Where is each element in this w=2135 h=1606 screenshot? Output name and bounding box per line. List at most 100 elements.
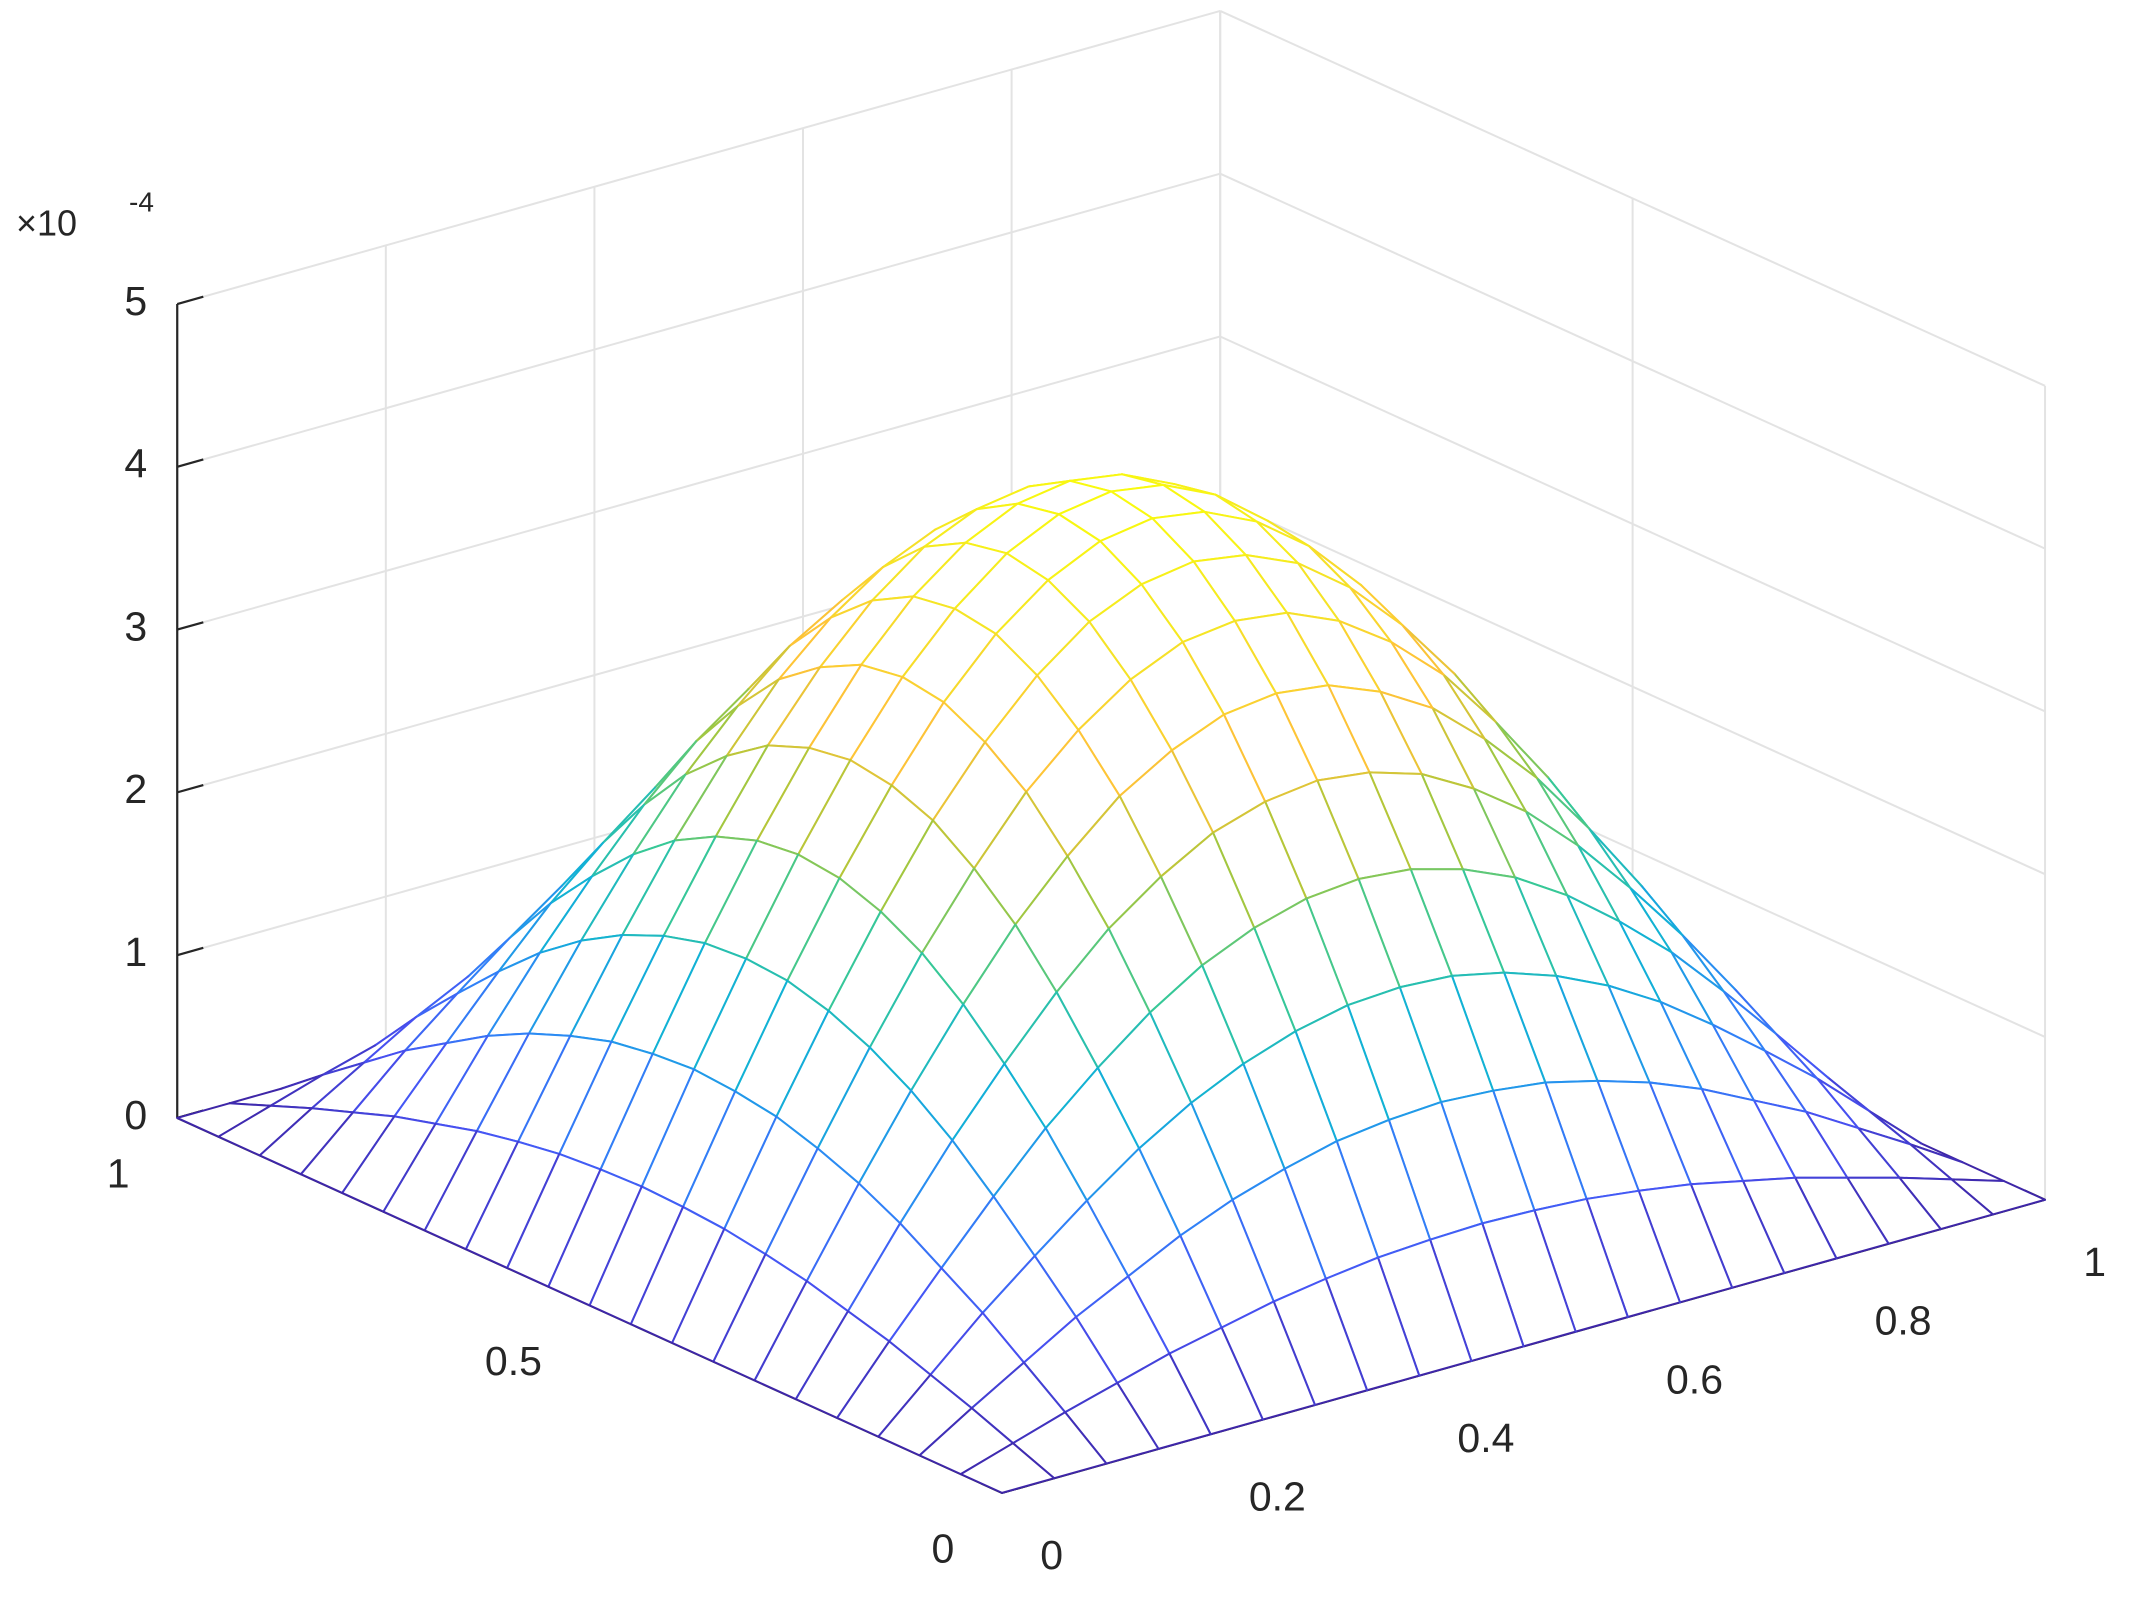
mesh-edge <box>951 1139 995 1198</box>
mesh-face <box>1097 1012 1192 1149</box>
mesh-edge <box>258 1154 302 1176</box>
mesh-edge <box>712 1360 756 1382</box>
mesh-face <box>641 1069 736 1207</box>
mesh-edge <box>857 1089 913 1185</box>
mesh-edge <box>1107 927 1151 1014</box>
grid-line <box>1219 9 2046 387</box>
mesh-face <box>1182 620 1277 715</box>
x-tick-label: 0.6 <box>1666 1356 1723 1402</box>
mesh-edge <box>1752 1099 1797 1179</box>
mesh-edge <box>1283 1140 1338 1170</box>
mesh-face <box>424 1131 519 1250</box>
mesh-edge <box>984 741 1028 793</box>
mesh-edge <box>434 1122 478 1133</box>
mesh-face <box>394 1035 488 1124</box>
mesh-edge <box>877 1435 921 1457</box>
y-tick-label: 0 <box>932 1525 955 1571</box>
mesh-face <box>1388 1102 1483 1240</box>
mesh-edge <box>1742 1176 1797 1183</box>
mesh-edge <box>1618 920 1673 954</box>
mesh-edge <box>508 885 563 940</box>
z-tick-label: 3 <box>124 603 147 649</box>
mesh-edge <box>1420 772 1464 871</box>
mesh-edge <box>899 1139 954 1225</box>
mesh-edge <box>959 1442 1014 1476</box>
mesh-edge <box>805 1182 860 1283</box>
grid-line <box>1219 172 2046 550</box>
mesh-edge <box>1774 1032 1829 1079</box>
mesh-edge <box>1294 1004 1349 1033</box>
mesh-edge <box>1140 583 1184 644</box>
mesh-edge <box>1626 1301 1681 1318</box>
mesh-edge <box>1151 517 1195 563</box>
mesh-edge <box>640 1068 695 1188</box>
mesh-edge <box>1233 619 1278 695</box>
mesh-face <box>1152 511 1246 562</box>
mesh-edge <box>1057 513 1102 543</box>
mesh-edge <box>1805 1110 1860 1130</box>
mesh-edge <box>1220 1300 1275 1329</box>
mesh-edge <box>475 1130 520 1143</box>
mesh-edge <box>1110 483 1165 493</box>
mesh-edge <box>1939 1213 1994 1231</box>
mesh-edge <box>794 1310 850 1401</box>
mesh-edge <box>918 1407 973 1457</box>
mesh-edge <box>829 599 874 619</box>
mesh-edge <box>1242 1062 1286 1170</box>
mesh-edge <box>1826 1076 1871 1112</box>
mesh-face <box>663 836 757 944</box>
mesh-face <box>1482 1210 1576 1347</box>
mesh-edge <box>959 1473 1004 1494</box>
mesh-edge <box>910 1089 954 1142</box>
mesh-edge <box>1585 1189 1640 1200</box>
mesh-edge <box>1494 720 1549 779</box>
mesh-edge <box>1220 1326 1264 1421</box>
mesh-face <box>1111 484 1205 519</box>
z-tick-label: 1 <box>124 929 147 975</box>
mesh-face <box>1086 1148 1181 1277</box>
mesh-face <box>974 791 1068 925</box>
mesh-face <box>218 1105 312 1156</box>
mesh-edge <box>1574 1315 1629 1333</box>
mesh-edge <box>1670 951 1725 993</box>
mesh-face <box>952 1063 1046 1197</box>
mesh-edge <box>1368 771 1423 775</box>
mesh-edge <box>1678 1286 1734 1304</box>
mesh-face <box>1712 1024 1807 1112</box>
mesh-edge <box>1587 827 1632 889</box>
mesh-edge <box>777 616 832 681</box>
mesh-edge <box>1409 868 1453 977</box>
mesh-face <box>924 503 1018 547</box>
mesh-edge <box>1151 510 1206 520</box>
mesh-face <box>1630 887 1724 992</box>
mesh-edge <box>341 1191 385 1213</box>
mesh-face <box>754 1281 849 1400</box>
mesh-edge <box>755 746 811 842</box>
mesh-edge <box>643 740 698 806</box>
mesh-edge <box>1129 678 1173 752</box>
mesh-face <box>902 608 996 703</box>
mesh-face <box>518 1035 612 1154</box>
mesh-edge <box>857 1182 902 1225</box>
mesh-edge <box>629 1205 685 1326</box>
mesh-edge <box>1481 1209 1536 1225</box>
mesh-edge <box>964 541 1008 555</box>
mesh-edge <box>890 784 934 822</box>
z-tick <box>176 783 204 794</box>
mesh-face <box>1034 1200 1129 1317</box>
mesh-edge <box>1524 810 1580 847</box>
mesh-edge <box>764 1253 808 1283</box>
mesh-edge <box>1212 831 1256 929</box>
y-tick-label: 0.5 <box>485 1338 542 1384</box>
mesh-edge <box>517 1140 561 1155</box>
mesh-edge <box>1244 553 1288 614</box>
z-exponent-power: -4 <box>129 186 154 217</box>
mesh-face <box>1430 1223 1524 1361</box>
mesh-face <box>1545 1080 1639 1199</box>
mesh-face <box>724 1116 818 1255</box>
mesh-edge <box>1887 1228 1942 1245</box>
mesh-edge <box>910 1003 965 1092</box>
mesh-edge <box>788 599 843 647</box>
mesh-edge <box>899 1222 943 1270</box>
